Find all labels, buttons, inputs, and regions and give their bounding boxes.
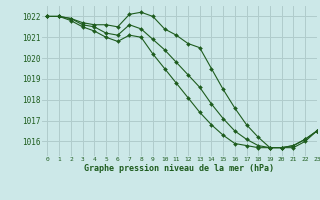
X-axis label: Graphe pression niveau de la mer (hPa): Graphe pression niveau de la mer (hPa) bbox=[84, 164, 274, 173]
